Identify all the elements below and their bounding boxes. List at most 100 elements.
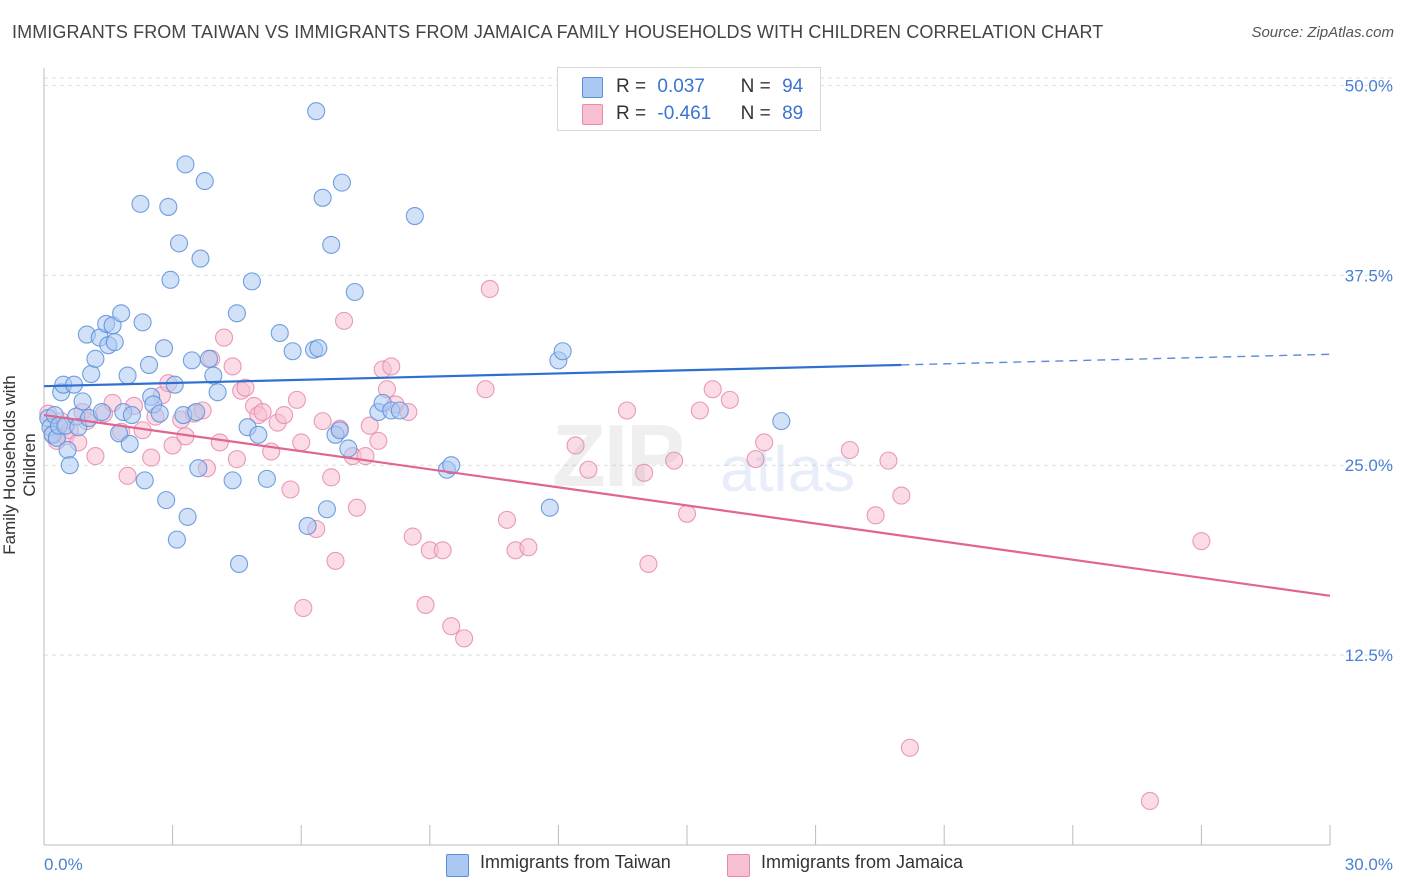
jamaica-point bbox=[369, 431, 388, 450]
jamaica-point bbox=[455, 629, 474, 648]
taiwan-point bbox=[442, 456, 461, 475]
jamaica-point bbox=[566, 436, 585, 455]
jamaica-point bbox=[755, 433, 774, 452]
jamaica-point bbox=[210, 433, 229, 452]
jamaica-point bbox=[292, 433, 311, 452]
taiwan-point bbox=[176, 155, 195, 174]
taiwan-trend-line bbox=[43, 363, 902, 388]
taiwan-point bbox=[270, 323, 289, 343]
taiwan-point bbox=[178, 507, 197, 526]
jamaica-point bbox=[900, 738, 919, 757]
taiwan-legend-label: Immigrants from Taiwan bbox=[480, 852, 671, 872]
taiwan-point bbox=[772, 412, 791, 431]
taiwan-point bbox=[283, 342, 302, 361]
taiwan-point bbox=[339, 439, 358, 458]
jamaica-point bbox=[416, 595, 435, 615]
taiwan-point bbox=[208, 383, 227, 402]
jamaica-point bbox=[335, 311, 354, 330]
jamaica-point bbox=[347, 498, 366, 517]
jamaica-point bbox=[382, 357, 401, 376]
jamaica-point bbox=[1140, 791, 1160, 810]
taiwan-point bbox=[189, 459, 208, 478]
taiwan-point bbox=[182, 351, 201, 370]
taiwan-point bbox=[92, 402, 111, 422]
taiwan-point bbox=[257, 469, 276, 488]
taiwan-point bbox=[229, 554, 249, 573]
taiwan-point bbox=[405, 206, 424, 226]
taiwan-point bbox=[309, 339, 328, 358]
legend-n-label: N = bbox=[740, 76, 771, 97]
taiwan-point bbox=[133, 313, 152, 332]
taiwan-point bbox=[322, 235, 341, 254]
jamaica-point bbox=[476, 380, 495, 399]
taiwan-point bbox=[195, 172, 214, 191]
jamaica-point bbox=[163, 436, 182, 455]
taiwan-point bbox=[298, 516, 317, 536]
jamaica-point bbox=[294, 598, 313, 618]
taiwan-point bbox=[82, 364, 101, 384]
taiwan-point bbox=[317, 500, 336, 519]
jamaica-point bbox=[677, 504, 697, 523]
jamaica-point bbox=[223, 357, 242, 376]
taiwan-n-value: 94 bbox=[782, 76, 804, 97]
jamaica-point bbox=[253, 402, 272, 422]
jamaica-point bbox=[326, 551, 345, 570]
legend-r-label: R = bbox=[616, 103, 647, 124]
jamaica-point bbox=[497, 510, 517, 529]
jamaica-point bbox=[287, 390, 306, 409]
jamaica-point bbox=[892, 486, 911, 505]
trend-lines bbox=[43, 353, 1331, 597]
taiwan-point bbox=[159, 197, 178, 216]
taiwan-point bbox=[249, 425, 268, 444]
jamaica-point bbox=[214, 328, 234, 347]
source-credit: Source: ZipAtlas.com bbox=[1251, 24, 1394, 41]
jamaica-point bbox=[639, 554, 658, 573]
taiwan-point bbox=[199, 349, 219, 368]
jamaica-point bbox=[703, 380, 722, 399]
taiwan-swatch bbox=[582, 76, 603, 98]
jamaica-point bbox=[480, 279, 499, 299]
taiwan-point bbox=[161, 270, 180, 289]
jamaica-point bbox=[579, 460, 598, 479]
y-axis-label: Family Households with Children bbox=[0, 375, 39, 555]
jamaica-point bbox=[519, 538, 538, 557]
taiwan-point bbox=[204, 366, 223, 385]
jamaica-point bbox=[635, 463, 654, 482]
jamaica-point bbox=[313, 412, 332, 431]
taiwan-point bbox=[135, 471, 154, 490]
jamaica-point bbox=[879, 451, 898, 470]
taiwan-point bbox=[150, 404, 169, 423]
jamaica-point bbox=[360, 416, 379, 435]
y-tick-label: 12.5% bbox=[1345, 646, 1393, 665]
taiwan-point bbox=[118, 366, 137, 385]
watermark-zip: ZIP bbox=[552, 406, 685, 505]
taiwan-point bbox=[131, 194, 150, 213]
jamaica-point bbox=[617, 401, 637, 420]
taiwan-point bbox=[86, 349, 105, 368]
taiwan-point bbox=[191, 249, 210, 268]
taiwan-point bbox=[227, 304, 246, 323]
taiwan-legend-swatch bbox=[446, 854, 469, 877]
taiwan-point bbox=[122, 406, 141, 425]
taiwan-point bbox=[154, 339, 174, 358]
jamaica-point bbox=[118, 466, 137, 485]
jamaica-point bbox=[720, 390, 739, 409]
taiwan-point bbox=[105, 333, 124, 352]
x-tick-label: 30.0% bbox=[1345, 855, 1393, 874]
taiwan-point bbox=[73, 392, 92, 411]
jamaica-point bbox=[840, 440, 859, 460]
taiwan-trend-extension bbox=[901, 353, 1331, 366]
taiwan-point bbox=[120, 434, 139, 453]
jamaica-point bbox=[281, 480, 300, 499]
taiwan-point bbox=[157, 491, 176, 510]
jamaica-point bbox=[322, 468, 341, 487]
jamaica-n-value: 89 bbox=[782, 103, 804, 124]
watermark-atlas: atlas bbox=[720, 433, 856, 505]
y-tick-label: 50.0% bbox=[1345, 76, 1393, 95]
jamaica-point bbox=[1192, 532, 1211, 551]
taiwan-r-value: 0.037 bbox=[657, 76, 705, 97]
legend-r-label: R = bbox=[616, 76, 647, 97]
taiwan-point bbox=[223, 471, 242, 490]
chart-title: IMMIGRANTS FROM TAIWAN VS IMMIGRANTS FRO… bbox=[12, 22, 1104, 42]
